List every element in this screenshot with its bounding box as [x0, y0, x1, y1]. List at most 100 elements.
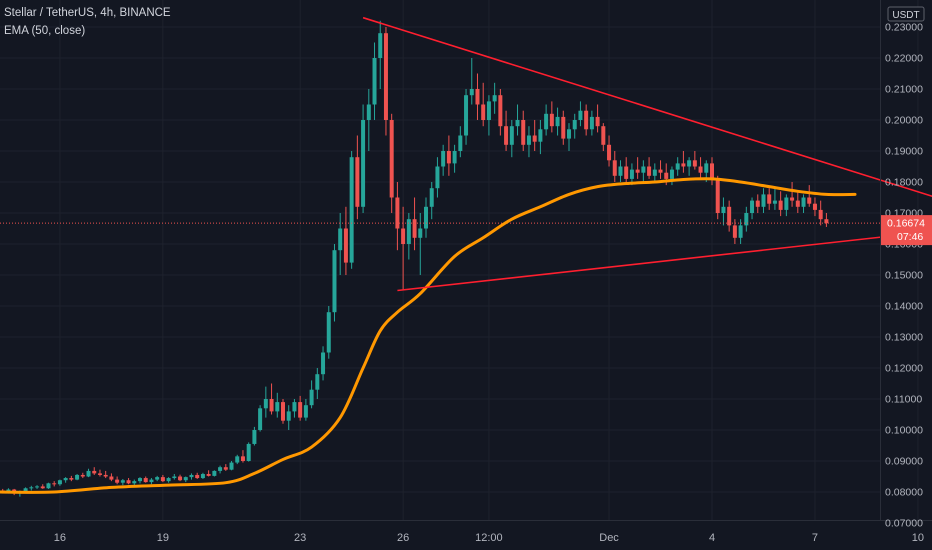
candle-body	[641, 166, 646, 173]
candle-body	[281, 402, 285, 421]
candle	[492, 82, 497, 114]
candle	[412, 197, 417, 251]
candle	[286, 405, 291, 430]
candle	[515, 104, 520, 136]
candle-body	[223, 467, 228, 470]
candle-body	[704, 163, 709, 173]
candle	[578, 101, 583, 127]
candle-body	[378, 33, 383, 58]
candle	[321, 346, 326, 381]
candle-body	[46, 483, 51, 489]
time-tick-label: 19	[157, 532, 169, 544]
candle-body	[549, 113, 554, 127]
time-axis[interactable]: 16 19 23 26 12:00 Dec 4 7 10	[54, 532, 924, 544]
candle	[721, 197, 726, 226]
candle	[69, 475, 74, 482]
candle	[303, 399, 308, 421]
candle-body	[92, 470, 97, 474]
candle-body	[669, 169, 674, 179]
candle	[349, 151, 354, 269]
candle-body	[115, 479, 120, 483]
candle	[92, 467, 97, 475]
price-tick-label: 0.18000	[885, 177, 923, 189]
candle	[824, 213, 829, 227]
last-price-tag: 0.16674 07:46	[881, 215, 932, 246]
candle	[149, 478, 154, 485]
candle	[383, 27, 388, 136]
candle	[160, 474, 165, 483]
candle	[138, 477, 142, 484]
candle	[549, 101, 554, 133]
candle	[46, 482, 51, 489]
candle	[538, 120, 543, 155]
candle	[801, 194, 806, 213]
candle-body	[275, 402, 280, 412]
candle-body	[195, 474, 200, 479]
candle-body	[818, 209, 823, 220]
candle-body	[767, 194, 772, 204]
candle	[52, 481, 57, 487]
candle-body	[526, 135, 531, 145]
candle	[361, 104, 366, 213]
candle-body	[429, 188, 434, 207]
candle-body	[578, 110, 583, 120]
candle	[555, 107, 560, 136]
candle	[778, 191, 783, 217]
candle-body	[80, 474, 85, 477]
candle	[544, 104, 549, 136]
indicator-legend[interactable]: EMA (50, close)	[4, 25, 86, 37]
candle	[206, 470, 211, 477]
candle-body	[40, 486, 45, 489]
candle	[818, 200, 823, 226]
candle-body	[372, 58, 377, 105]
candle-body	[109, 476, 114, 480]
bar-countdown: 07:46	[897, 231, 923, 243]
price-tick-label: 0.07000	[885, 518, 923, 530]
candle-body	[418, 228, 423, 238]
candle	[692, 151, 697, 170]
candle	[612, 151, 617, 182]
time-tick-label: 16	[54, 532, 66, 544]
candle	[424, 197, 428, 238]
candle	[252, 426, 257, 446]
candle	[109, 473, 114, 482]
upper-trendline[interactable]	[362, 16, 932, 223]
lower-trendline[interactable]	[397, 222, 932, 292]
price-tick-label: 0.13000	[885, 332, 923, 344]
candle-body	[435, 166, 440, 189]
candle	[761, 188, 766, 213]
candle-body	[595, 116, 600, 127]
candle	[710, 157, 714, 186]
candle-body	[349, 157, 354, 263]
candle	[727, 200, 732, 232]
candle-body	[29, 487, 34, 489]
candle-body	[229, 462, 234, 470]
candle-body	[555, 116, 560, 127]
candle-body	[464, 95, 469, 136]
candle	[486, 95, 491, 136]
candle	[235, 454, 240, 465]
price-tick-label: 0.11000	[885, 394, 922, 406]
candle-body	[812, 203, 817, 210]
currency-badge[interactable]: USDT	[887, 6, 925, 22]
candle-body	[589, 116, 594, 130]
candle-body	[75, 474, 80, 480]
candle	[435, 157, 440, 198]
price-axis[interactable]: 0.07000 0.08000 0.09000 0.10000 0.11000 0.120…	[885, 0, 923, 530]
candle-body	[687, 160, 692, 167]
candle	[812, 197, 817, 217]
candle-body	[35, 486, 40, 488]
candle	[795, 191, 800, 213]
candle	[240, 450, 245, 463]
candle-body	[532, 135, 537, 142]
candle-body	[538, 129, 543, 142]
candle-body	[584, 110, 589, 130]
candle-body	[252, 430, 257, 444]
candle-body	[509, 126, 514, 145]
candle-body	[441, 151, 446, 167]
candle	[218, 465, 223, 474]
candle-body	[801, 197, 806, 207]
time-tick-label: 4	[709, 532, 715, 544]
symbol-title[interactable]: Stellar / TetherUS, 4h, BINANCE	[4, 7, 171, 19]
